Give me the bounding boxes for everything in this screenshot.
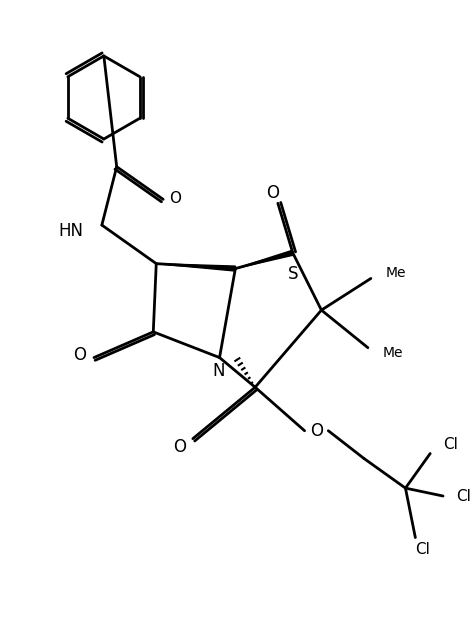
Text: O: O <box>174 438 186 456</box>
Text: Me: Me <box>383 346 403 360</box>
Text: O: O <box>310 422 323 440</box>
Text: Me: Me <box>386 266 406 280</box>
Text: O: O <box>74 346 86 364</box>
Text: O: O <box>169 191 181 206</box>
Text: O: O <box>267 184 279 202</box>
Text: Cl: Cl <box>456 488 471 504</box>
Text: Cl: Cl <box>443 437 458 452</box>
Text: HN: HN <box>59 222 84 240</box>
Text: Cl: Cl <box>415 542 430 557</box>
Text: S: S <box>287 264 298 282</box>
Polygon shape <box>156 264 236 271</box>
Text: N: N <box>212 362 225 380</box>
Polygon shape <box>236 250 294 269</box>
